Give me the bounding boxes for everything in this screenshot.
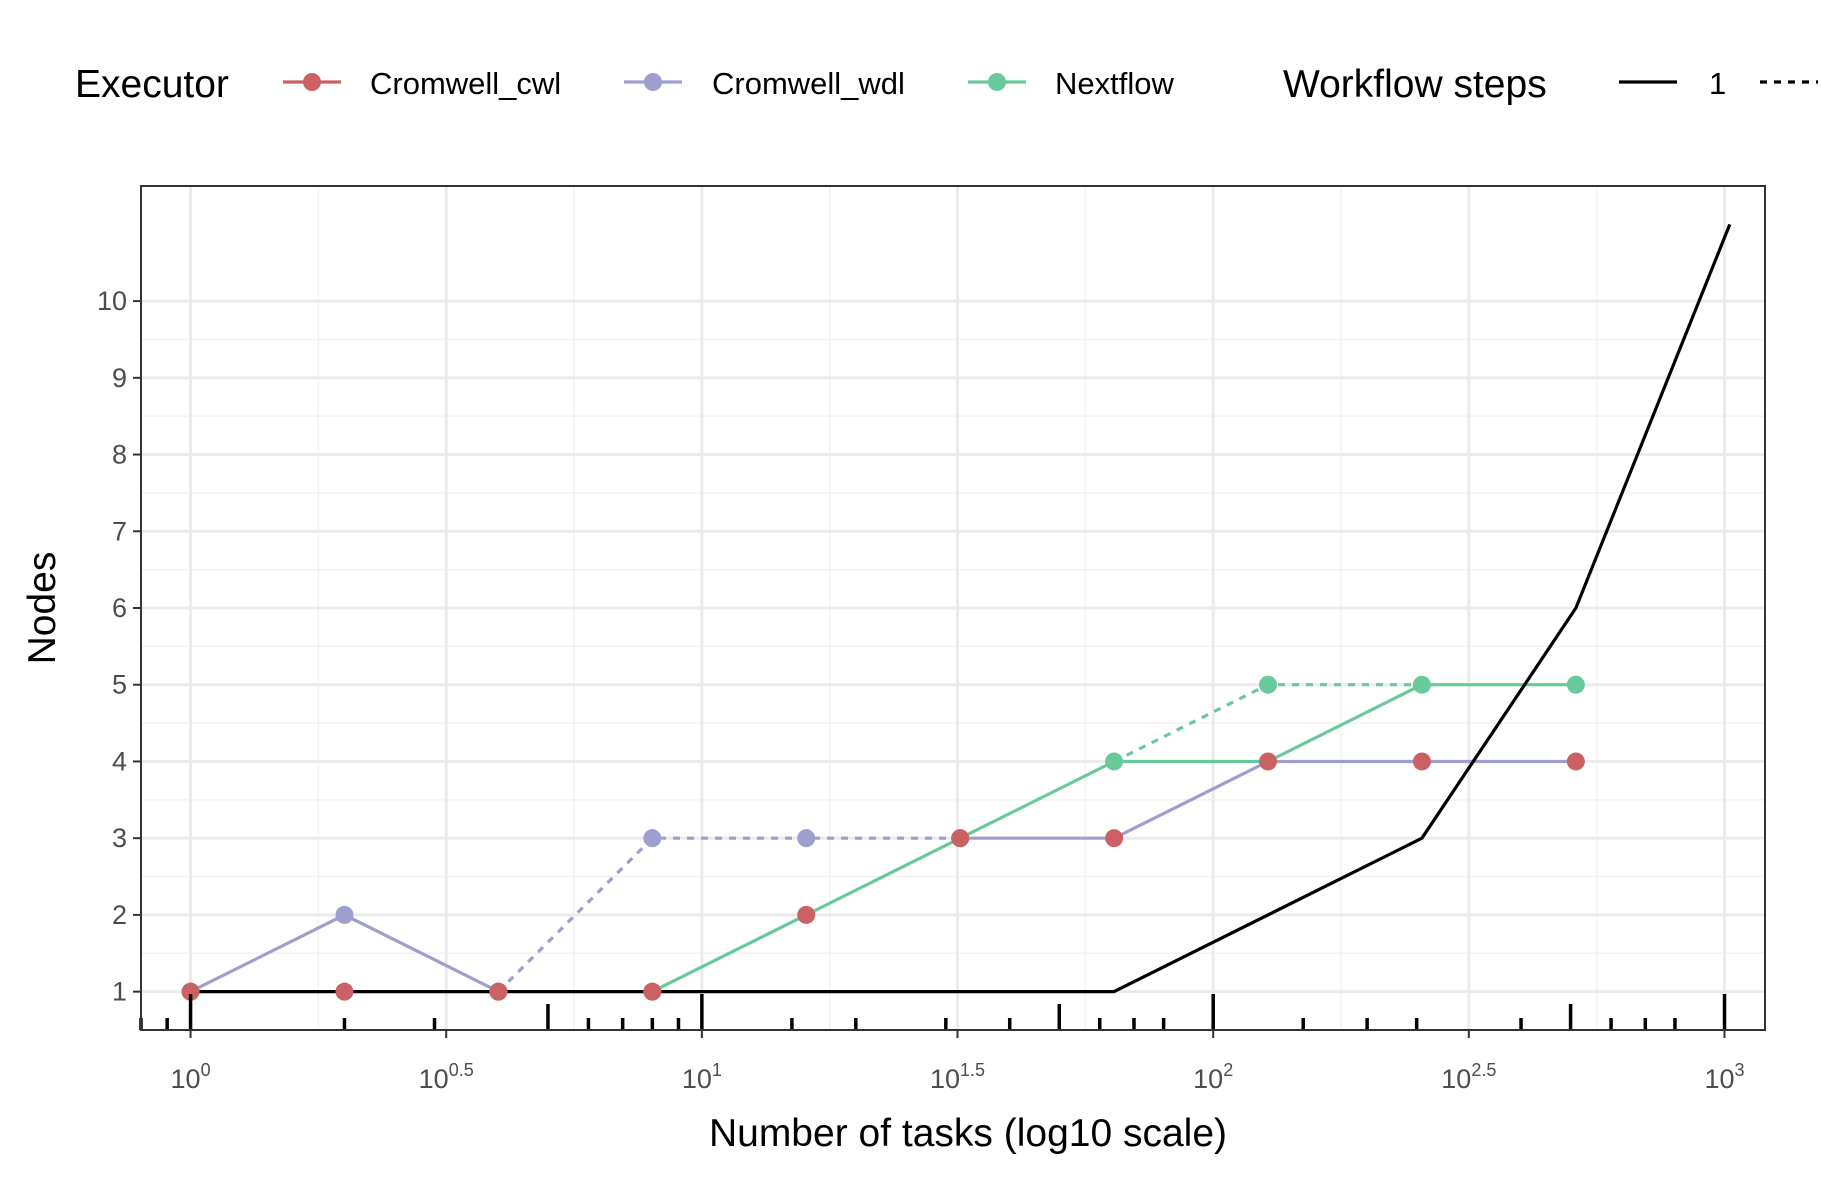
y-tick-label: 2 (112, 900, 127, 930)
x-tick-label: 100 (171, 1060, 211, 1094)
data-point-cromwell-cwl (489, 982, 508, 1001)
legend-key-point (303, 73, 321, 91)
series-line-cromwell-wdl-1 (497, 836, 961, 993)
data-point-cromwell-cwl (1259, 752, 1278, 771)
y-tick-label: 9 (112, 363, 127, 393)
x-axis-title: Number of tasks (log10 scale) (709, 1112, 1227, 1155)
y-tick-label: 10 (97, 286, 127, 316)
legend-steps-title: Workflow steps (1283, 63, 1547, 106)
y-tick-label: 1 (112, 977, 127, 1007)
y-tick-label: 5 (112, 670, 127, 700)
y-tick-label: 8 (112, 440, 127, 470)
legend-steps-label: 1 (1709, 66, 1726, 101)
data-point-cromwell-cwl (1105, 829, 1124, 848)
data-point-nextflow (1259, 675, 1278, 694)
data-point-cromwell-cwl (643, 982, 662, 1001)
grid-minor (141, 186, 1765, 1030)
y-axis: 1 2 3 4 5 6 7 8 9 10 (97, 286, 141, 1007)
data-point-cromwell-cwl (951, 829, 970, 848)
data-point-cromwell-cwl (181, 982, 200, 1001)
x-tick-label: 101.5 (930, 1060, 985, 1094)
y-tick-label: 4 (112, 746, 127, 776)
data-point-cromwell-cwl (797, 905, 816, 924)
x-tick-label: 102 (1193, 1060, 1233, 1094)
legend-executor-items: Cromwell_cwl Cromwell_wdl Nextflow (283, 66, 1174, 101)
x-tick-label: 100.5 (419, 1060, 474, 1094)
series-points (181, 675, 1585, 1001)
legend: Executor Cromwell_cwl Cromwell_wdl Nextflo… (75, 63, 1818, 106)
data-point-cromwell-cwl (335, 982, 354, 1001)
x-tick-label: 102.5 (1441, 1060, 1496, 1094)
data-point-cromwell-wdl (643, 829, 662, 848)
y-tick-label: 3 (112, 823, 127, 853)
legend-key-point (644, 73, 662, 91)
y-tick-label: 7 (112, 516, 127, 546)
x-axis: 100 100.5 101 101.5 102 102.5 103 (171, 1030, 1745, 1094)
legend-executor-label: Cromwell_wdl (712, 66, 905, 101)
series-line-black-5 (190, 223, 1732, 994)
data-point-cromwell-wdl (797, 829, 816, 848)
data-point-nextflow (1105, 752, 1124, 771)
legend-executor-label: Cromwell_cwl (370, 66, 561, 101)
legend-key-point (988, 73, 1006, 91)
rug-ticks (139, 994, 1727, 1030)
legend-steps-items: 1 (1619, 66, 1818, 101)
legend-executor-title: Executor (75, 63, 229, 106)
legend-executor-label: Nextflow (1055, 66, 1174, 101)
data-point-cromwell-cwl (1412, 752, 1431, 771)
data-point-nextflow (1412, 675, 1431, 694)
y-axis-title: Nodes (21, 552, 64, 665)
x-tick-label: 103 (1704, 1060, 1744, 1094)
data-point-cromwell-wdl (335, 905, 354, 924)
data-point-cromwell-cwl (1566, 752, 1585, 771)
x-tick-label: 101 (682, 1060, 722, 1094)
data-point-nextflow (1566, 675, 1585, 694)
y-tick-label: 6 (112, 593, 127, 623)
